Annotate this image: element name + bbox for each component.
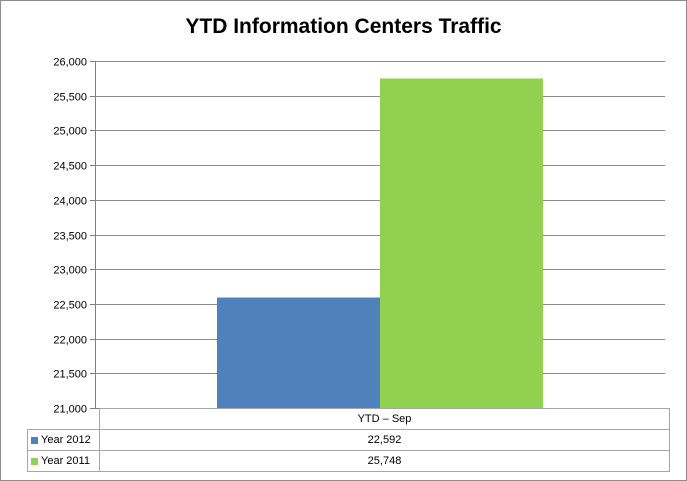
y-tick-label: 24,500 — [53, 161, 87, 173]
legend-swatch-year-2011 — [31, 457, 38, 465]
y-tick-label: 25,500 — [53, 92, 87, 104]
data-table-header-row: YTD – Sep — [27, 408, 670, 430]
chart-title: YTD Information Centers Traffic — [185, 15, 502, 38]
y-tick-label: 22,500 — [53, 300, 87, 312]
y-tick-label: 23,500 — [53, 231, 87, 243]
category-label: YTD – Sep — [99, 408, 670, 430]
data-value: 25,748 — [99, 450, 670, 472]
y-tick-label: 23,000 — [53, 265, 87, 277]
data-table: YTD – Sep Year 2012 22,592 Year 2011 25,… — [27, 408, 670, 472]
series-name: Year 2012 — [41, 434, 91, 446]
bar-year-2011 — [380, 78, 543, 408]
data-table-row: Year 2012 22,592 — [27, 429, 670, 451]
y-tick-label: 25,000 — [53, 126, 87, 138]
legend-entry: Year 2012 — [27, 429, 100, 451]
y-tick-label: 22,000 — [53, 335, 87, 347]
legend-entry: Year 2011 — [27, 450, 100, 472]
data-table-corner — [27, 408, 100, 430]
y-tick-label: 26,000 — [53, 57, 87, 69]
series-name: Year 2011 — [41, 455, 90, 467]
data-value: 22,592 — [99, 429, 670, 451]
data-table-row: Year 2011 25,748 — [27, 450, 670, 472]
legend-swatch-year-2012 — [31, 436, 38, 444]
bar-year-2012 — [217, 297, 380, 408]
y-tick-label: 24,000 — [53, 196, 87, 208]
y-tick-label: 21,500 — [53, 369, 87, 381]
